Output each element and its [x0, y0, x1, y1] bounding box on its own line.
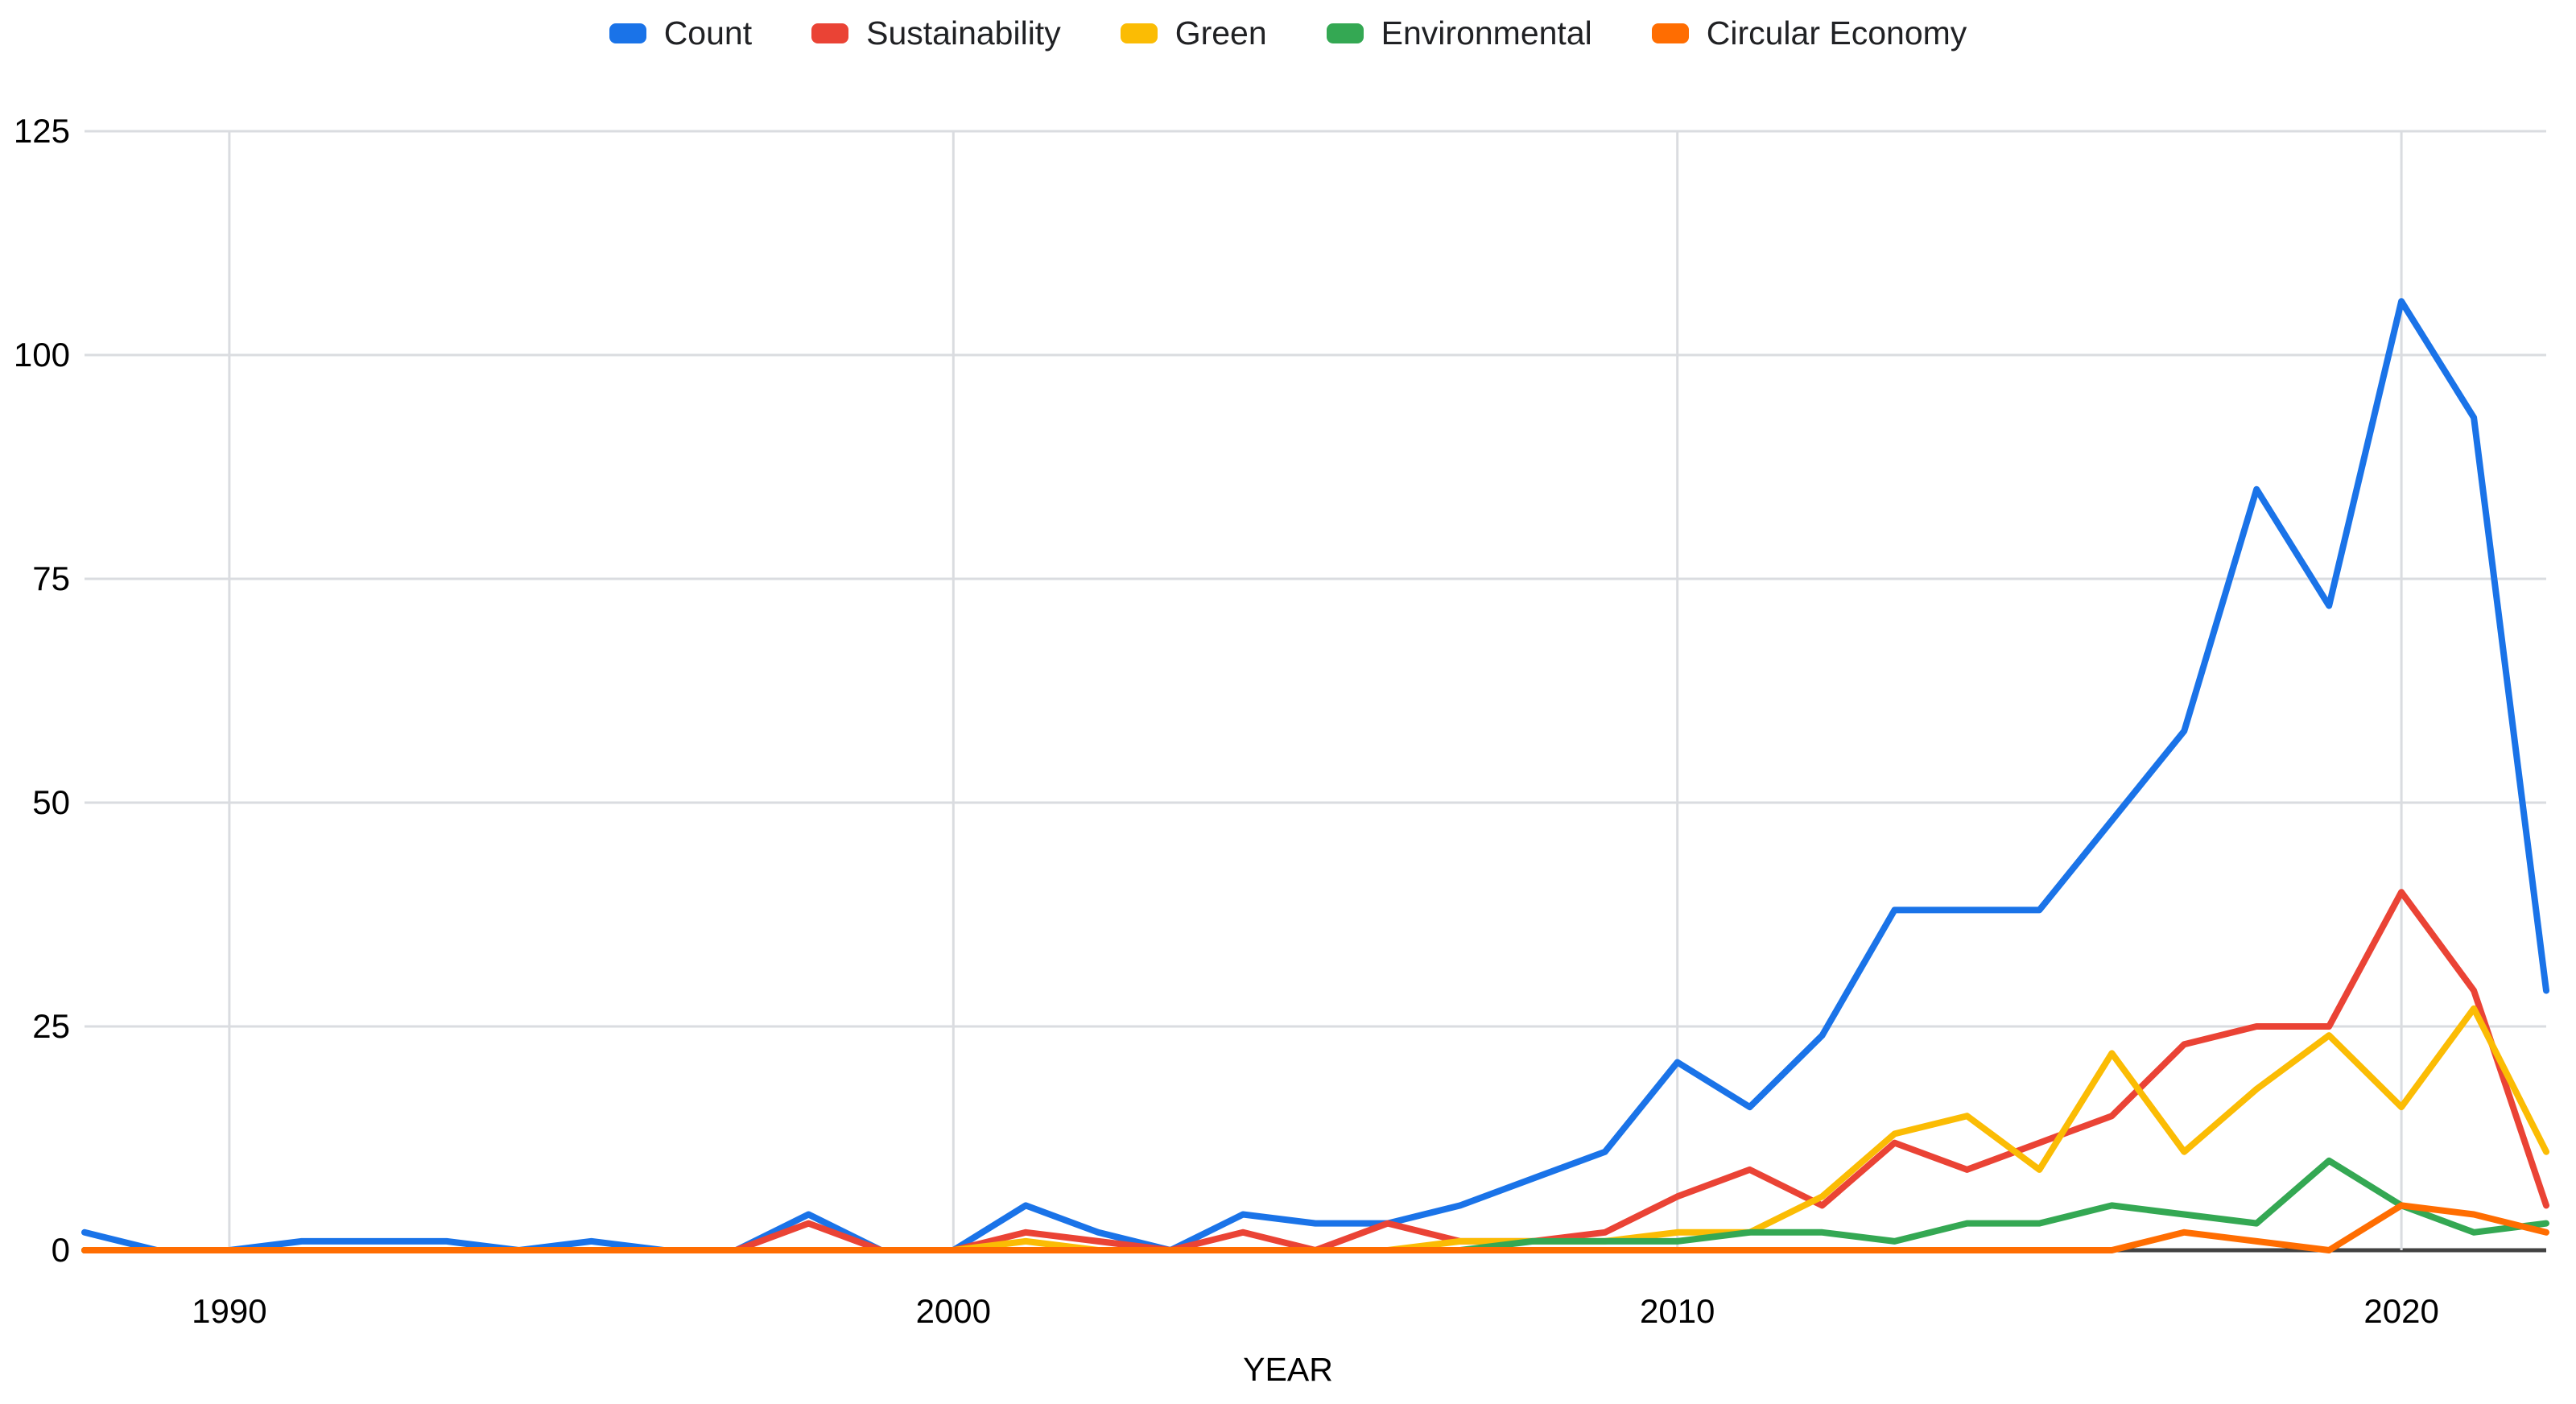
- series-line-count[interactable]: [81, 298, 2549, 1253]
- x-tick-label-1990: 1990: [192, 1292, 266, 1330]
- legend-item-circular-economy[interactable]: Circular Economy: [1651, 14, 1967, 52]
- legend-item-green[interactable]: Green: [1120, 14, 1267, 52]
- legend-item-count[interactable]: Count: [609, 14, 752, 52]
- legend-swatch-icon: [811, 23, 849, 43]
- y-tick-label-25: 25: [32, 1007, 70, 1045]
- x-tick-label-2020: 2020: [2363, 1292, 2438, 1330]
- y-tick-label-0: 0: [52, 1231, 70, 1269]
- legend-item-environmental[interactable]: Environmental: [1326, 14, 1592, 52]
- legend-label: Sustainability: [866, 14, 1061, 52]
- y-tick-label-100: 100: [14, 336, 70, 374]
- legend-item-sustainability[interactable]: Sustainability: [811, 14, 1061, 52]
- x-tick-label-2000: 2000: [916, 1292, 991, 1330]
- legend-swatch-icon: [1326, 23, 1364, 43]
- chart-legend: Count Sustainability Green Environmental Cir…: [0, 14, 2576, 52]
- x-tick-label-2010: 2010: [1640, 1292, 1715, 1330]
- y-tick-label-125: 125: [14, 112, 70, 150]
- legend-swatch-icon: [609, 23, 646, 43]
- legend-label: Circular Economy: [1706, 14, 1967, 52]
- y-tick-label-75: 75: [32, 560, 70, 597]
- legend-label: Count: [663, 14, 753, 52]
- series-line-sustainability[interactable]: [81, 889, 2549, 1253]
- y-tick-label-50: 50: [32, 783, 70, 821]
- series-line-circular-economy[interactable]: [81, 1202, 2549, 1253]
- legend-swatch-icon: [1651, 23, 1689, 43]
- legend-swatch-icon: [1120, 23, 1158, 43]
- x-axis-title: YEAR: [1243, 1351, 1333, 1388]
- legend-label: Environmental: [1381, 14, 1592, 52]
- legend-label: Green: [1174, 14, 1267, 52]
